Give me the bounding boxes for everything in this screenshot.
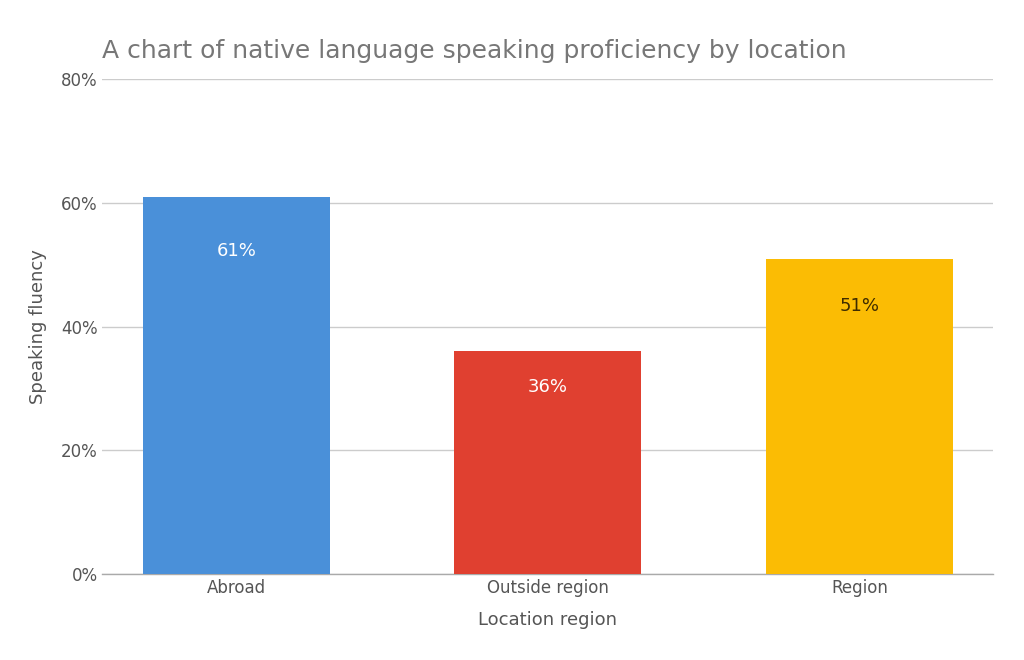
Text: 36%: 36% bbox=[527, 378, 568, 396]
Bar bbox=[766, 259, 952, 574]
Bar bbox=[143, 197, 330, 574]
X-axis label: Location region: Location region bbox=[478, 611, 617, 629]
Text: 61%: 61% bbox=[216, 242, 256, 260]
Bar bbox=[455, 351, 641, 574]
Y-axis label: Speaking fluency: Speaking fluency bbox=[29, 249, 47, 404]
Text: A chart of native language speaking proficiency by location: A chart of native language speaking prof… bbox=[102, 40, 847, 63]
Text: 51%: 51% bbox=[840, 296, 880, 315]
